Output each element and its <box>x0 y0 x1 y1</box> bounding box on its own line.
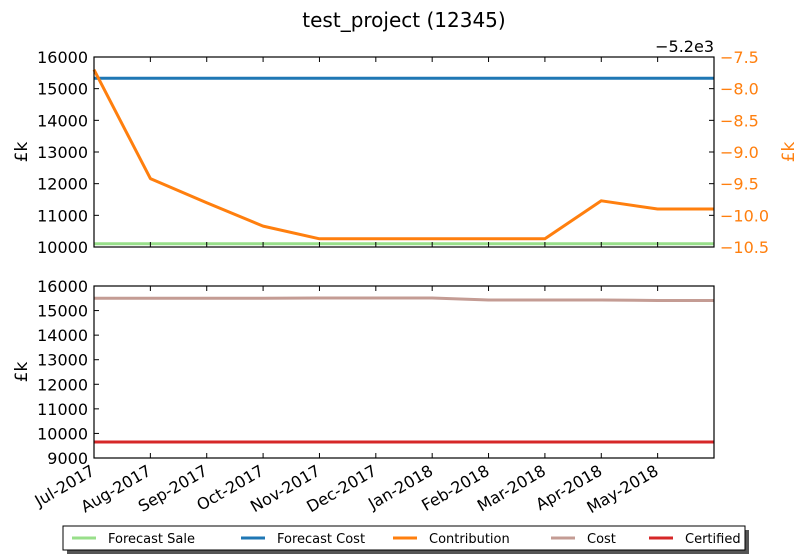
top-left-axis-tick-label: 10000 <box>37 238 88 257</box>
top-right-axis-tick-label: −9.5 <box>720 175 759 194</box>
top-right-axis-tick-label: −9.0 <box>720 143 759 162</box>
top-right-axis-ticks: −10.5 −10.0 −9.5 −9.0 −8.5 −8.0 −7.5 <box>709 48 769 257</box>
legend-label-contribution: Contribution <box>429 532 510 547</box>
chart-title: test_project (12345) <box>302 8 505 32</box>
top-left-axis-tick-label: 15000 <box>37 80 88 99</box>
top-x-axis-ticks <box>93 57 659 247</box>
top-right-axis-tick-label: −7.5 <box>720 48 759 67</box>
series-line-cost <box>94 296 714 302</box>
top-left-axis-tick-label: 11000 <box>37 206 88 225</box>
top-right-axis-tick-label: −10.0 <box>720 206 769 225</box>
top-plot-frame <box>93 56 715 248</box>
series-line-contribution <box>92 69 714 241</box>
bottom-left-axis-tick-label: 13000 <box>37 351 88 370</box>
legend: Forecast Sale Forecast Cost Contribution Co… <box>62 525 749 554</box>
bottom-left-axis-tick-label: 15000 <box>37 302 88 321</box>
legend-label-certified: Certified <box>685 532 741 547</box>
top-right-axis-tick-label: −10.5 <box>720 238 769 257</box>
top-panel: 10000 11000 12000 13000 14000 15000 16000 −10.… <box>12 37 799 257</box>
legend-label-forecast-cost: Forecast Cost <box>277 532 365 547</box>
legend-label-forecast-sale: Forecast Sale <box>108 532 195 547</box>
bottom-left-axis-tick-label: 14000 <box>37 326 88 345</box>
legend-label-cost: Cost <box>587 532 616 547</box>
top-left-axis-tick-label: 13000 <box>37 143 88 162</box>
bottom-left-axis-tick-label: 10000 <box>37 424 88 443</box>
top-left-axis-tick-label: 14000 <box>37 111 88 130</box>
bottom-left-axis-tick-label: 16000 <box>37 277 88 296</box>
top-right-axis-offset: −5.2e3 <box>655 37 714 56</box>
bottom-plot-lines <box>94 296 714 444</box>
top-right-axis-label: £k <box>779 142 799 163</box>
bottom-x-axis-ticks: Jul-2017Aug-2017Sep-2017Oct-2017Nov-2017… <box>31 286 662 517</box>
bottom-left-axis-tick-label: 12000 <box>37 375 88 394</box>
bottom-left-axis-tick-label: 11000 <box>37 400 88 419</box>
bottom-left-axis-ticks: 9000 10000 11000 12000 13000 14000 15000 16000 <box>37 277 99 468</box>
top-plot-lines <box>92 69 714 246</box>
bottom-left-axis-label: £k <box>12 362 32 383</box>
top-left-axis-tick-label: 16000 <box>37 48 88 67</box>
bottom-panel: 900010000110001200013000140001500016000 … <box>12 277 715 517</box>
bottom-plot-frame <box>93 285 715 459</box>
top-left-axis-tick-label: 12000 <box>37 175 88 194</box>
top-left-axis-ticks: 10000 11000 12000 13000 14000 15000 16000 <box>37 48 99 257</box>
top-right-axis-tick-label: −8.0 <box>720 80 759 99</box>
top-right-axis-tick-label: −8.5 <box>720 111 759 130</box>
bottom-left-axis-tick-label: 9000 <box>47 449 88 468</box>
top-left-axis-label: £k <box>12 142 32 163</box>
